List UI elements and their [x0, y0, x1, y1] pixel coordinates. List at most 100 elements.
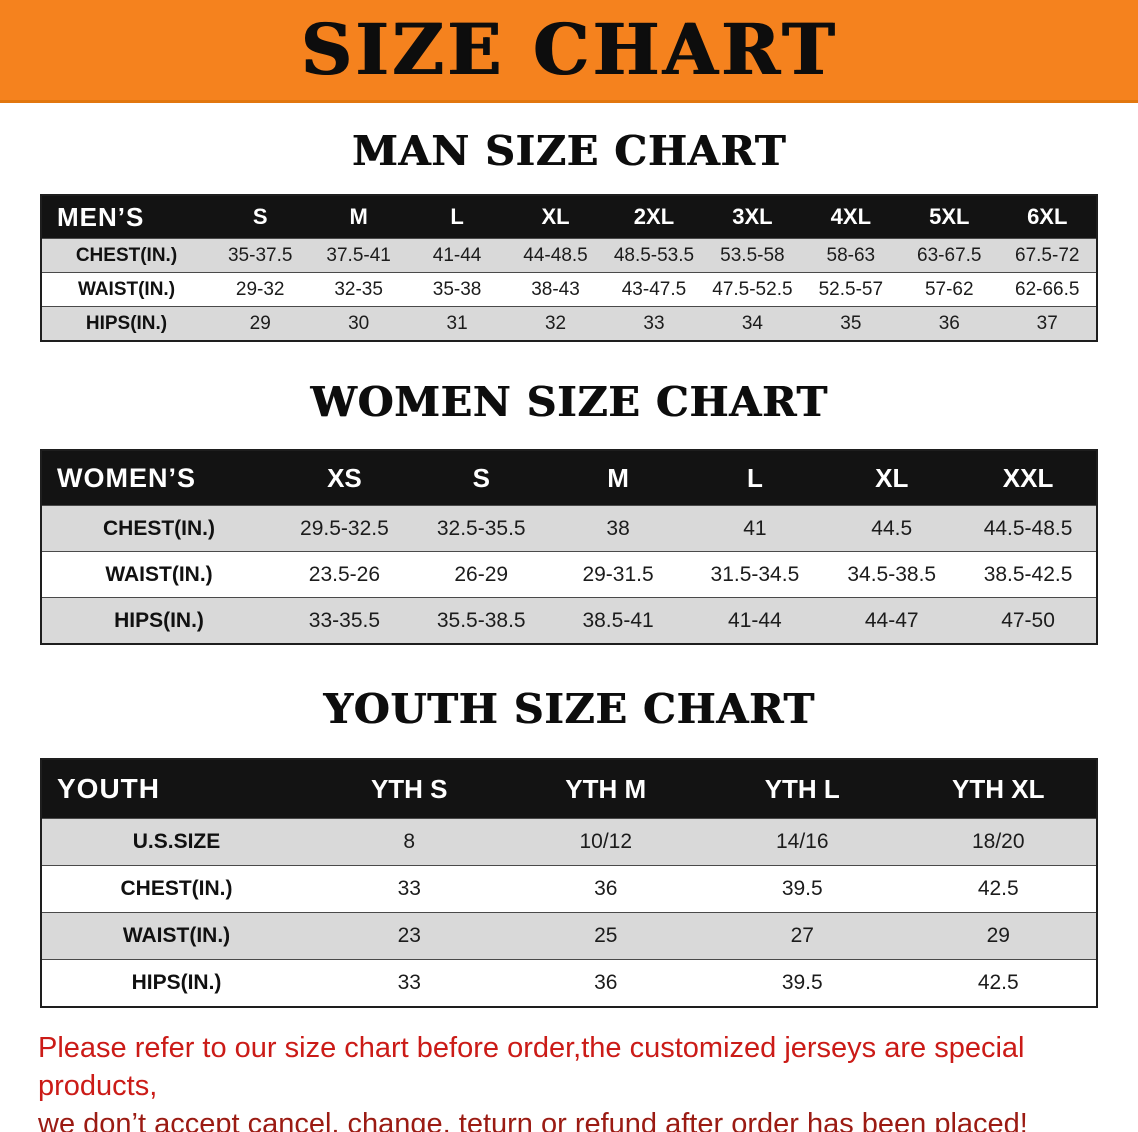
value-cell: 29-31.5 [582, 562, 654, 586]
table-header-row: MEN’S S M L XL 2XL 3XL 4XL 5XL 6XL [41, 195, 1097, 239]
value-cell: 8 [403, 830, 416, 854]
table-row: HIPS(IN.) 29 30 31 32 33 34 35 36 37 [41, 306, 1097, 342]
value-cell: 32.5-35.5 [436, 516, 526, 540]
value-cell: 62-66.5 [1015, 278, 1080, 300]
value-cell: 53.5-58 [720, 244, 785, 266]
size-header-cell: 4XL [801, 195, 901, 239]
row-label-cell: HIPS(IN.) [114, 608, 204, 632]
value-cell: 36 [594, 877, 618, 901]
value-cell: 67.5-72 [1015, 244, 1080, 266]
row-label-cell: CHEST(IN.) [103, 516, 215, 540]
value-cell: 29 [249, 312, 271, 334]
value-cell: 29-32 [235, 278, 285, 300]
size-header-cell: XL [823, 450, 961, 506]
size-header-cell: 5XL [900, 195, 999, 239]
size-header-cell: S [211, 195, 310, 239]
value-cell: 36 [594, 971, 618, 995]
value-cell: 34.5-38.5 [847, 562, 937, 586]
banner-title: SIZE CHART [300, 8, 838, 91]
value-cell: 31 [446, 312, 468, 334]
value-cell: 41-44 [432, 244, 482, 266]
value-cell: 35-38 [432, 278, 482, 300]
value-cell: 35-37.5 [227, 244, 293, 266]
value-cell: 42.5 [977, 877, 1019, 901]
women-section: WOMEN SIZE CHART WOMEN’S XS S M L XL XXL CHEST(… [0, 378, 1138, 646]
disclaimer-line-2: we don’t accept cancel, change, teturn o… [38, 1107, 1028, 1132]
value-cell: 33 [397, 877, 421, 901]
men-section: MAN SIZE CHART MEN’S S M L XL 2XL 3XL 4XL 5XL 6XL… [0, 127, 1138, 343]
size-header-cell: XXL [960, 450, 1097, 506]
value-cell: 38-43 [531, 278, 580, 300]
table-header-row: WOMEN’S XS S M L XL XXL [41, 450, 1097, 506]
value-cell: 29.5-32.5 [300, 516, 389, 540]
table-row: HIPS(IN.) 33-35.5 35.5-38.5 38.5-41 41-44 44-… [41, 597, 1097, 645]
size-header-cell: L [686, 450, 824, 506]
row-label-cell: WAIST(IN.) [122, 924, 231, 948]
disclaimer: Please refer to our size chart before or… [38, 1030, 1100, 1132]
men-section-heading: MAN SIZE CHART [351, 127, 787, 175]
value-cell: 41-44 [728, 608, 782, 632]
row-label-cell: HIPS(IN.) [131, 971, 222, 995]
value-cell: 38.5-42.5 [983, 562, 1073, 586]
youth-size-table: YOUTH YTH S YTH M YTH L YTH XL U.S.SIZE 8 10/12… [40, 758, 1098, 1009]
value-cell: 32 [544, 312, 567, 334]
value-cell: 33-35.5 [308, 608, 381, 632]
row-label-cell: WAIST(IN.) [105, 562, 213, 586]
value-cell: 33 [643, 312, 665, 334]
value-cell: 23 [397, 924, 421, 948]
value-cell: 35 [840, 312, 862, 334]
row-label-cell: CHEST(IN.) [120, 877, 233, 901]
value-cell: 35.5-38.5 [436, 608, 526, 632]
size-header-cell: 3XL [703, 195, 802, 239]
value-cell: 58-63 [826, 244, 876, 266]
women-size-table: WOMEN’S XS S M L XL XXL CHEST(IN.) 29.5-32.5 32.5… [40, 449, 1098, 646]
size-header-cell: M [549, 450, 687, 506]
banner: SIZE CHART [0, 0, 1138, 103]
value-cell: 38 [606, 516, 630, 540]
value-cell: 39.5 [781, 877, 823, 901]
value-cell: 31.5-34.5 [710, 562, 800, 586]
value-cell: 63-67.5 [917, 244, 982, 266]
row-label-cell: CHEST(IN.) [75, 244, 178, 266]
value-cell: 44.5-48.5 [983, 516, 1073, 540]
value-cell: 47.5-52.5 [712, 278, 793, 300]
size-header-cell: XS [276, 450, 413, 506]
size-header-cell: 6XL [998, 195, 1097, 239]
value-cell: 43-47.5 [621, 278, 687, 300]
size-header-cell: YTH L [704, 759, 901, 819]
table-row: HIPS(IN.) 33 36 39.5 42.5 [41, 959, 1097, 1008]
value-cell: 10/12 [579, 830, 633, 854]
size-header-cell: M [309, 195, 408, 239]
men-size-table: MEN’S S M L XL 2XL 3XL 4XL 5XL 6XL CHEST(IN.) 35-37… [40, 194, 1098, 343]
value-cell: 44.5 [871, 516, 913, 540]
value-cell: 44-47 [864, 608, 919, 632]
value-cell: 23.5-26 [308, 562, 381, 586]
value-cell: 18/20 [971, 830, 1025, 854]
value-cell: 14/16 [775, 830, 829, 854]
table-row: WAIST(IN.) 23 25 27 29 [41, 912, 1097, 960]
table-row: CHEST(IN.) 29.5-32.5 32.5-35.5 38 41 44.5 44.5… [41, 505, 1097, 552]
table-row: CHEST(IN.) 35-37.5 37.5-41 41-44 44-48.5 48.5… [41, 238, 1097, 273]
size-header-cell: L [407, 195, 507, 239]
value-cell: 37 [1036, 312, 1058, 334]
size-header-cell: XL [506, 195, 605, 239]
value-cell: 41 [743, 516, 767, 540]
value-cell: 38.5-41 [582, 608, 654, 632]
youth-section-heading: YOUTH SIZE CHART [323, 685, 815, 734]
value-cell: 47-50 [1001, 608, 1055, 632]
value-cell: 34 [741, 312, 763, 334]
size-header-cell: YTH M [507, 759, 704, 819]
women-section-heading: WOMEN SIZE CHART [310, 378, 828, 427]
value-cell: 48.5-53.5 [613, 244, 695, 266]
youth-section: YOUTH SIZE CHART YOUTH YTH S YTH M YTH L YTH… [0, 685, 1138, 1009]
row-label-cell: U.S.SIZE [132, 830, 221, 854]
value-cell: 42.5 [977, 971, 1019, 995]
value-cell: 30 [348, 312, 370, 334]
value-cell: 36 [938, 312, 960, 334]
value-cell: 27 [790, 924, 814, 948]
value-cell: 37.5-41 [326, 244, 391, 266]
value-cell: 52.5-57 [818, 278, 884, 300]
table-title-cell: MEN’S [41, 195, 211, 239]
row-label-cell: WAIST(IN.) [77, 278, 176, 300]
